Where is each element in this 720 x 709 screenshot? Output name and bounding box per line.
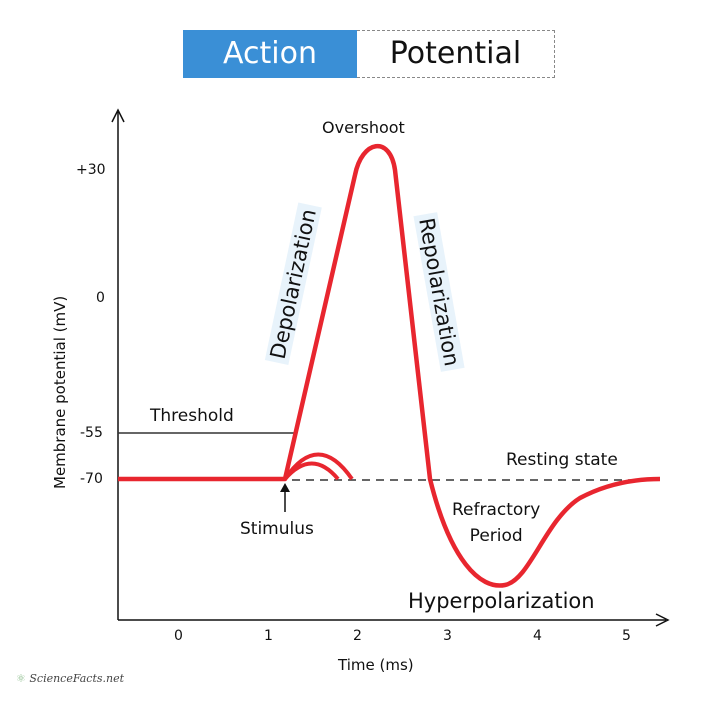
y-tick: 0 [96, 290, 105, 306]
y-axis-arrow [111, 108, 125, 123]
y-tick: -55 [80, 425, 103, 441]
failed-stimulus-large [283, 452, 354, 481]
refractory-period-label: Refractory Period [452, 500, 541, 546]
hyperpolarization-label: Hyperpolarization [408, 589, 595, 613]
x-tick: 1 [264, 628, 273, 644]
y-axis-label: Membrane potential (mV) [51, 295, 69, 489]
x-tick: 0 [174, 628, 183, 644]
y-tick: +30 [76, 162, 106, 178]
x-tick: 5 [622, 628, 631, 644]
failed-stimulus-small [283, 461, 340, 481]
x-tick: 2 [353, 628, 362, 644]
stimulus-label: Stimulus [240, 519, 314, 539]
x-axis-label: Time (ms) [338, 656, 414, 674]
x-tick: 4 [533, 628, 542, 644]
action-potential-curve [118, 144, 661, 588]
title-action: Action [183, 30, 357, 78]
title-potential: Potential [357, 30, 555, 78]
x-tick: 3 [443, 628, 452, 644]
y-tick: -70 [80, 471, 103, 487]
threshold-label: Threshold [150, 406, 234, 426]
atom-icon: ⚛ [16, 672, 26, 685]
x-axis-arrow [655, 613, 670, 627]
stimulus-arrow-head [280, 483, 290, 492]
resting-state-label: Resting state [506, 450, 618, 470]
overshoot-label: Overshoot [322, 118, 405, 137]
sciencefacts-logo: ⚛ ScienceFacts.net [16, 672, 125, 685]
